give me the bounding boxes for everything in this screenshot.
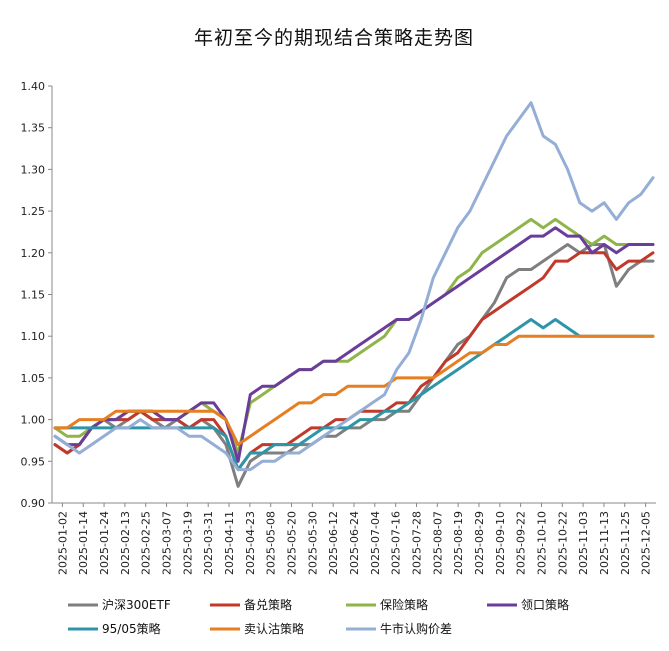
x-tick-label: 2025-09-22 xyxy=(515,511,528,575)
x-tick-label: 2025-03-19 xyxy=(181,511,194,575)
legend-label-2: 保险策略 xyxy=(380,597,428,612)
chart-title: 年初至今的期现结合策略走势图 xyxy=(194,27,474,49)
series-lines xyxy=(53,101,655,488)
x-tick-label: 2025-04-23 xyxy=(244,511,257,575)
x-tick-label: 2025-08-07 xyxy=(431,511,444,575)
x-tick-label: 2025-12-05 xyxy=(640,511,653,575)
y-tick-label: 1.15 xyxy=(21,289,46,302)
x-tick-label: 2025-08-29 xyxy=(473,511,486,575)
x-tick-label: 2025-11-25 xyxy=(619,511,632,575)
legend-label-0: 沪深300ETF xyxy=(102,598,171,612)
y-tick-label: 1.05 xyxy=(21,372,46,385)
y-tick-label: 1.30 xyxy=(21,163,46,176)
y-tick-label: 0.95 xyxy=(21,455,46,468)
y-tick-label: 1.10 xyxy=(21,330,46,343)
x-tick-label: 2025-05-08 xyxy=(265,511,278,575)
x-axis: 2025-01-02 2025-01-14 2025-01-24 2025-02-13… xyxy=(52,502,656,575)
series-line-3 xyxy=(53,226,655,463)
x-tick-label: 2025-01-24 xyxy=(98,511,111,575)
x-tick-label: 2025-04-11 xyxy=(223,511,236,575)
x-tick-label: 2025-03-07 xyxy=(161,511,174,575)
legend-label-6: 牛市认购价差 xyxy=(380,621,452,636)
x-tick-label: 2025-11-03 xyxy=(577,511,590,575)
x-tick-label: 2025-03-31 xyxy=(202,511,215,575)
x-tick-label: 2025-02-25 xyxy=(140,511,153,575)
x-tick-label: 2025-05-20 xyxy=(286,511,299,575)
x-tick-label: 2025-07-04 xyxy=(369,511,382,575)
series-line-4 xyxy=(53,318,655,472)
legend-label-3: 领口策略 xyxy=(521,597,569,612)
series-line-0 xyxy=(53,243,655,488)
x-tick-label: 2025-08-19 xyxy=(452,511,465,575)
x-tick-label: 2025-06-12 xyxy=(327,511,340,575)
x-tick-label: 2025-07-28 xyxy=(410,511,423,575)
x-tick-label: 2025-07-16 xyxy=(390,511,403,575)
y-tick-label: 1.20 xyxy=(21,247,46,260)
x-tick-label: 2025-06-24 xyxy=(348,511,361,575)
legend: 沪深300ETF 备兑策略 保险策略 领口策略 95/05策略 卖认沽策略 牛市认购价差 xyxy=(68,597,569,636)
legend-label-1: 备兑策略 xyxy=(244,597,292,612)
x-tick-label: 2025-01-02 xyxy=(56,511,69,575)
x-tick-label: 2025-09-10 xyxy=(494,511,507,575)
x-tick-label: 2025-10-10 xyxy=(535,511,548,575)
series-line-5 xyxy=(53,334,655,447)
y-tick-label: 1.25 xyxy=(21,205,46,218)
x-tick-label: 2025-05-30 xyxy=(306,511,319,575)
x-tick-label: 2025-11-13 xyxy=(598,511,611,575)
y-tick-label: 1.00 xyxy=(21,414,46,427)
y-axis: 0.90 0.95 1.00 1.05 1.10 1.15 1.20 1.25 1.30 1.35… xyxy=(21,80,53,510)
y-tick-label: 1.40 xyxy=(21,80,46,93)
x-tick-label: 2025-10-22 xyxy=(556,511,569,575)
series-line-6 xyxy=(53,101,655,472)
x-tick-label: 2025-01-14 xyxy=(77,511,90,575)
series-line-1 xyxy=(53,251,655,472)
legend-label-5: 卖认沽策略 xyxy=(244,621,304,636)
y-tick-label: 0.90 xyxy=(21,497,46,510)
y-tick-label: 1.35 xyxy=(21,122,46,135)
legend-label-4: 95/05策略 xyxy=(102,621,161,636)
x-tick-label: 2025-02-13 xyxy=(119,511,132,575)
